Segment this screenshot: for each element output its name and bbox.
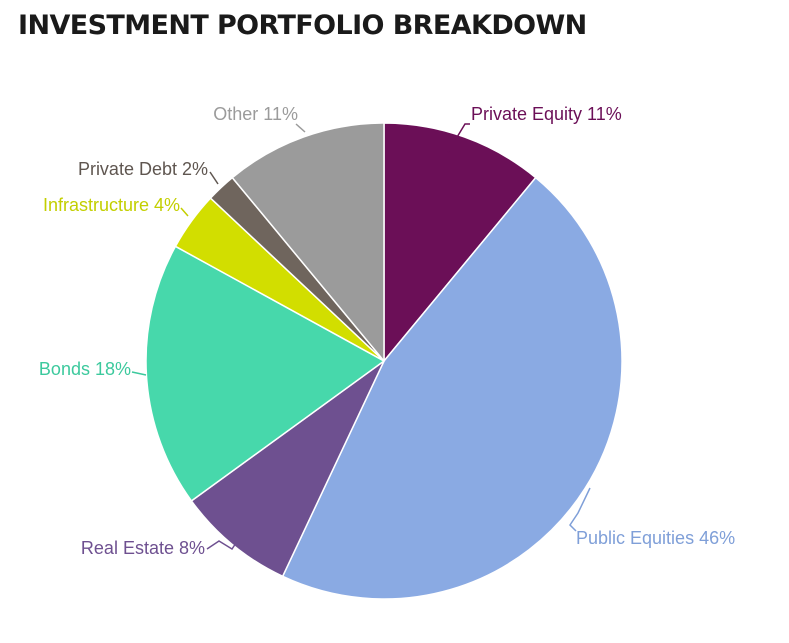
leader-line-private-debt	[209, 171, 219, 185]
leader-lines	[131, 123, 591, 551]
pie-slices	[145, 122, 623, 600]
leader-line-public-equities	[569, 487, 591, 532]
chart-title: INVESTMENT PORTFOLIO BREAKDOWN	[18, 10, 587, 41]
slice-label-public-equities: Public Equities 46%	[576, 528, 735, 548]
pie-slice-other	[231, 122, 385, 362]
slice-label-real-estate: Real Estate 8%	[81, 538, 205, 558]
leader-line-real-estate	[206, 536, 241, 551]
slice-label-other: Other 11%	[213, 104, 298, 124]
slice-label-private-debt: Private Debt 2%	[78, 159, 208, 179]
pie-slice-real-estate	[190, 360, 385, 578]
leader-line-infrastructure	[180, 207, 189, 217]
leader-line-bonds	[131, 371, 147, 376]
slice-label-infrastructure: Infrastructure 4%	[43, 195, 180, 215]
pie-slice-private-equity	[383, 122, 537, 362]
leader-line-private-equity	[447, 123, 470, 153]
slice-labels: Private Equity 11% Public Equities 46% Rea…	[39, 104, 735, 558]
leader-line-other	[295, 123, 306, 133]
pie-slice-public-equities	[281, 176, 623, 600]
slice-label-bonds: Bonds 18%	[39, 359, 131, 379]
pie-slice-bonds	[145, 245, 385, 502]
slice-label-private-equity: Private Equity 11%	[471, 104, 622, 124]
